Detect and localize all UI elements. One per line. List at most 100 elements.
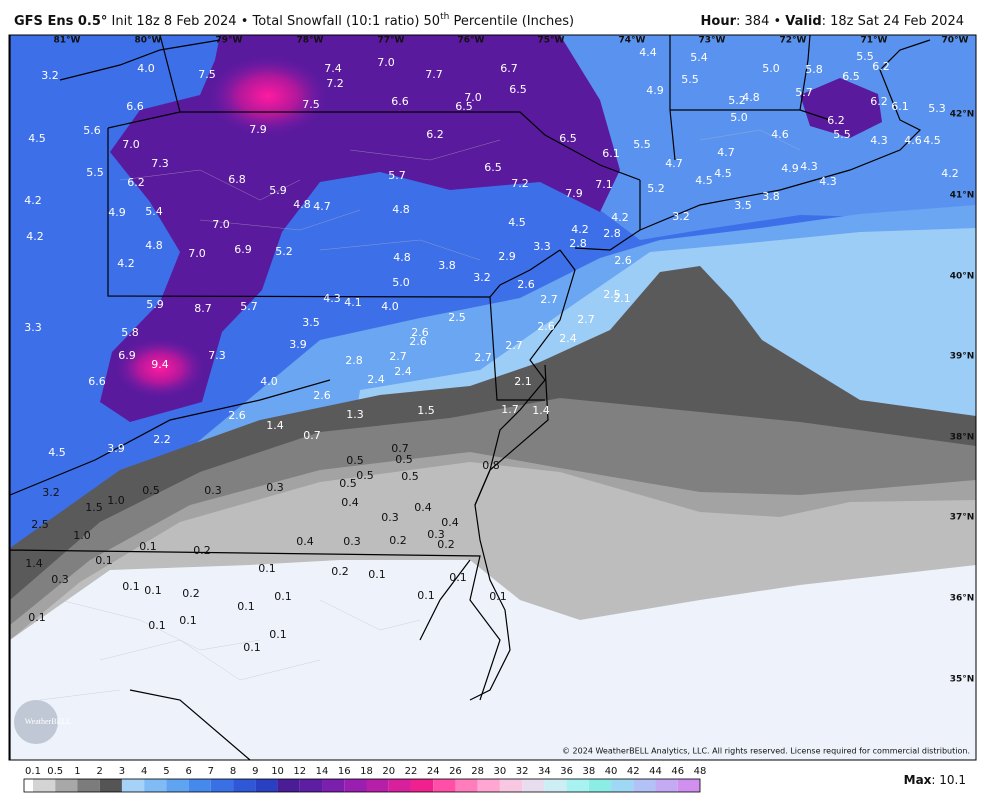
legend-label: 26	[449, 766, 462, 777]
map-value: 7.0	[122, 138, 140, 151]
field-purple	[100, 35, 620, 422]
map-value: 4.9	[108, 206, 126, 219]
map-value: 0.1	[489, 590, 507, 603]
map-value: 0.4	[341, 496, 359, 509]
field-peak	[115, 338, 205, 398]
map-value: 4.6	[771, 128, 789, 141]
legend-label: 30	[494, 766, 507, 777]
legend-swatch	[633, 779, 656, 792]
map-value: 4.5	[695, 174, 713, 187]
map-value: 1.5	[417, 404, 435, 417]
legend-swatch	[566, 779, 589, 792]
map-value: 0.7	[303, 429, 321, 442]
legend-swatch	[655, 779, 678, 792]
map-value: 4.3	[819, 175, 837, 188]
legend-label: 18	[360, 766, 373, 777]
lon-label: 70°W	[942, 36, 969, 46]
map-value: 3.2	[672, 210, 690, 223]
map-value: 6.1	[891, 100, 909, 113]
map-value: 0.1	[122, 580, 140, 593]
max-label: Max	[904, 773, 932, 787]
legend-label: 16	[338, 766, 351, 777]
map-value: 3.8	[762, 190, 780, 203]
map-value: 0.3	[381, 511, 399, 524]
map-value: 4.8	[393, 251, 411, 264]
map-value: 7.0	[212, 218, 230, 231]
map-value: 2.4	[394, 365, 412, 378]
map-value: 2.6	[411, 326, 429, 339]
logo: WeatherBELL	[25, 717, 72, 726]
map-value: 4.2	[571, 223, 589, 236]
legend-label: 5	[163, 766, 169, 777]
map-value: 0.2	[193, 544, 211, 557]
map-value: 6.2	[872, 60, 890, 73]
map-value: 3.5	[302, 316, 320, 329]
map-value: 0.4	[441, 516, 459, 529]
map-value: 7.4	[324, 62, 342, 75]
map-value: 0.1	[95, 554, 113, 567]
map: 3.24.0 7.5 7.47.27.07.7 6.76.57.06.56.67.56…	[9, 35, 976, 760]
map-value: 2.4	[559, 332, 577, 345]
map-value: 4.8	[293, 198, 311, 211]
map-value: 2.7	[540, 293, 558, 306]
map-value: 1.4	[266, 419, 284, 432]
map-value: 0.1	[449, 571, 467, 584]
map-value: 6.9	[234, 243, 252, 256]
map-value: 4.5	[28, 132, 46, 145]
legend-label: 6	[185, 766, 191, 777]
map-value: 6.9	[118, 349, 136, 362]
map-value: 2.7	[577, 313, 595, 326]
map-value: 7.7	[425, 68, 443, 81]
map-value: 2.7	[505, 339, 523, 352]
county-lines	[39, 129, 801, 701]
lat-label: 41°N	[950, 191, 975, 201]
map-value: 3.9	[289, 338, 307, 351]
legend-swatch	[166, 779, 189, 792]
map-value: 6.5	[484, 161, 502, 174]
map-value: 2.6	[409, 335, 427, 348]
lon-label: 77°W	[378, 36, 405, 46]
lat-label: 39°N	[950, 352, 975, 362]
map-value: 2.8	[603, 227, 621, 240]
map-value: 5.2	[275, 245, 293, 258]
map-value: 0.5	[395, 453, 413, 466]
hour-label: Hour	[701, 14, 737, 29]
legend-swatch	[210, 779, 234, 792]
map-value: 0.1	[179, 614, 197, 627]
map-value: 5.7	[240, 300, 258, 313]
legend-label: 22	[405, 766, 418, 777]
header-left: GFS Ens 0.5° Init 18z 8 Feb 2024 • Total…	[14, 12, 574, 29]
map-value: 0.4	[414, 501, 432, 514]
legend: 0.1 0.5 1 2 3 4 5 6 7 8 9 10 12 14 16 18 20 22 24 26 28 30 32 3…	[23, 766, 706, 793]
map-value: 5.0	[730, 111, 748, 124]
legend-swatch	[677, 779, 700, 792]
map-value: 4.0	[260, 375, 278, 388]
map-value: 7.2	[511, 177, 529, 190]
map-value: 4.1	[344, 296, 362, 309]
map-value: 7.3	[151, 157, 169, 170]
map-value: 8.7	[194, 302, 212, 315]
field-ne	[560, 35, 976, 240]
legend-swatch	[188, 779, 211, 792]
map-value: 6.5	[842, 70, 860, 83]
map-value: 0.3	[343, 535, 361, 548]
map-value: 5.8	[805, 63, 823, 76]
map-value: 5.5	[856, 50, 874, 63]
map-value: 2.6	[517, 278, 535, 291]
lon-label: 74°W	[619, 36, 646, 46]
legend-swatch	[611, 779, 634, 792]
map-value: 3.3	[24, 321, 42, 334]
map-frame	[8, 34, 977, 761]
map-value: 0.3	[427, 528, 445, 541]
map-value: 6.1	[602, 147, 620, 160]
lon-label: 72°W	[780, 36, 807, 46]
legend-label: 34	[538, 766, 551, 777]
legend-label: 38	[582, 766, 595, 777]
lon-label: 76°W	[458, 36, 485, 46]
legend-swatch	[299, 779, 323, 792]
map-value: 0.1	[144, 584, 162, 597]
map-value: 5.5	[681, 73, 699, 86]
legend-label: 40	[605, 766, 618, 777]
map-value: 0.5	[401, 470, 419, 483]
